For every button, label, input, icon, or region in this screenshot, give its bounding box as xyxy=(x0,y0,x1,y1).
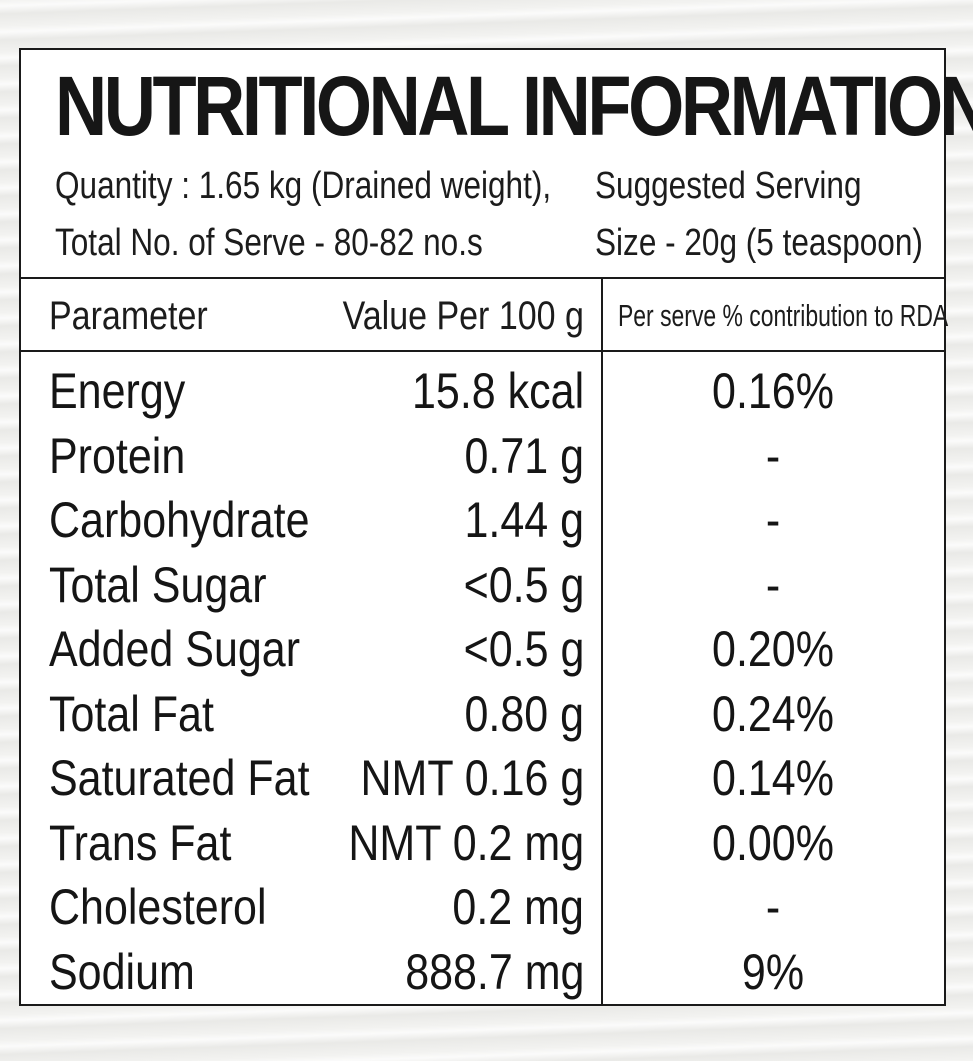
table-row: Trans Fat NMT 0.2 mg 0.00% xyxy=(21,812,944,877)
table-row: Energy 15.8 kcal 0.16% xyxy=(21,360,944,425)
table-row: Total Fat 0.80 g 0.24% xyxy=(21,683,944,748)
table-row: Total Sugar <0.5 g - xyxy=(21,554,944,619)
nutrient-rows: Energy 15.8 kcal 0.16% Protein 0.71 g - … xyxy=(21,360,944,1005)
row-value: 1.44 g xyxy=(464,492,584,548)
total-serve-line: Total No. of Serve - 80-82 no.s xyxy=(55,222,483,264)
row-parameter: Added Sugar xyxy=(49,621,301,677)
table-row: Sodium 888.7 mg 9% xyxy=(21,941,944,1006)
row-parameter: Trans Fat xyxy=(49,814,232,871)
panel-title: NUTRITIONAL INFORMATION* xyxy=(55,59,973,153)
row-rda: 9% xyxy=(741,943,805,1000)
row-parameter: Total Fat xyxy=(49,685,214,742)
row-rda: 0.14% xyxy=(712,750,834,806)
quantity-line: Quantity : 1.65 kg (Drained weight), xyxy=(55,165,552,207)
serving-size-line: Size - 20g (5 teaspoon) xyxy=(595,222,923,264)
row-value: 888.7 mg xyxy=(404,943,584,1000)
table-row: Protein 0.71 g - xyxy=(21,425,944,490)
row-parameter: Sodium xyxy=(49,943,195,1000)
table-row: Cholesterol 0.2 mg - xyxy=(21,876,944,941)
row-parameter: Saturated Fat xyxy=(49,750,310,806)
row-parameter: Carbohydrate xyxy=(49,492,310,548)
row-rda: 0.20% xyxy=(712,621,834,677)
row-rda: 0.00% xyxy=(712,814,834,871)
row-rda: - xyxy=(765,879,781,935)
row-parameter: Energy xyxy=(49,363,186,419)
row-rda: - xyxy=(765,556,781,613)
serving-line: Suggested Serving xyxy=(595,165,862,207)
quantity-info: Quantity : 1.65 kg (Drained weight), Tot… xyxy=(55,158,551,272)
row-rda: 0.16% xyxy=(712,363,834,419)
header-divider-bottom xyxy=(21,350,944,352)
nutrition-panel: NUTRITIONAL INFORMATION* Quantity : 1.65… xyxy=(19,48,973,1006)
row-value: NMT 0.16 g xyxy=(360,750,584,806)
row-value: NMT 0.2 mg xyxy=(348,814,584,871)
header-rda: Per serve % contribution to RDA xyxy=(618,298,949,333)
row-value: <0.5 g xyxy=(463,556,584,613)
row-parameter: Protein xyxy=(49,427,186,484)
table-row: Added Sugar <0.5 g 0.20% xyxy=(21,618,944,683)
header-divider-top xyxy=(21,277,944,279)
row-value: <0.5 g xyxy=(463,621,584,677)
row-value: 0.80 g xyxy=(464,685,584,742)
serving-info: Suggested Serving Size - 20g (5 teaspoon… xyxy=(595,158,923,272)
row-rda: - xyxy=(765,492,781,548)
table-row: Carbohydrate 1.44 g - xyxy=(21,489,944,554)
column-divider xyxy=(601,277,603,1004)
table-row: Saturated Fat NMT 0.16 g 0.14% xyxy=(21,747,944,812)
header-parameter: Parameter xyxy=(49,294,208,338)
row-parameter: Total Sugar xyxy=(49,556,267,613)
row-value: 15.8 kcal xyxy=(411,363,584,419)
row-value: 0.71 g xyxy=(464,427,584,484)
row-rda: - xyxy=(765,427,781,484)
row-value: 0.2 mg xyxy=(452,879,584,935)
row-rda: 0.24% xyxy=(712,685,834,742)
header-value: Value Per 100 g xyxy=(342,294,584,338)
row-parameter: Cholesterol xyxy=(49,879,267,935)
